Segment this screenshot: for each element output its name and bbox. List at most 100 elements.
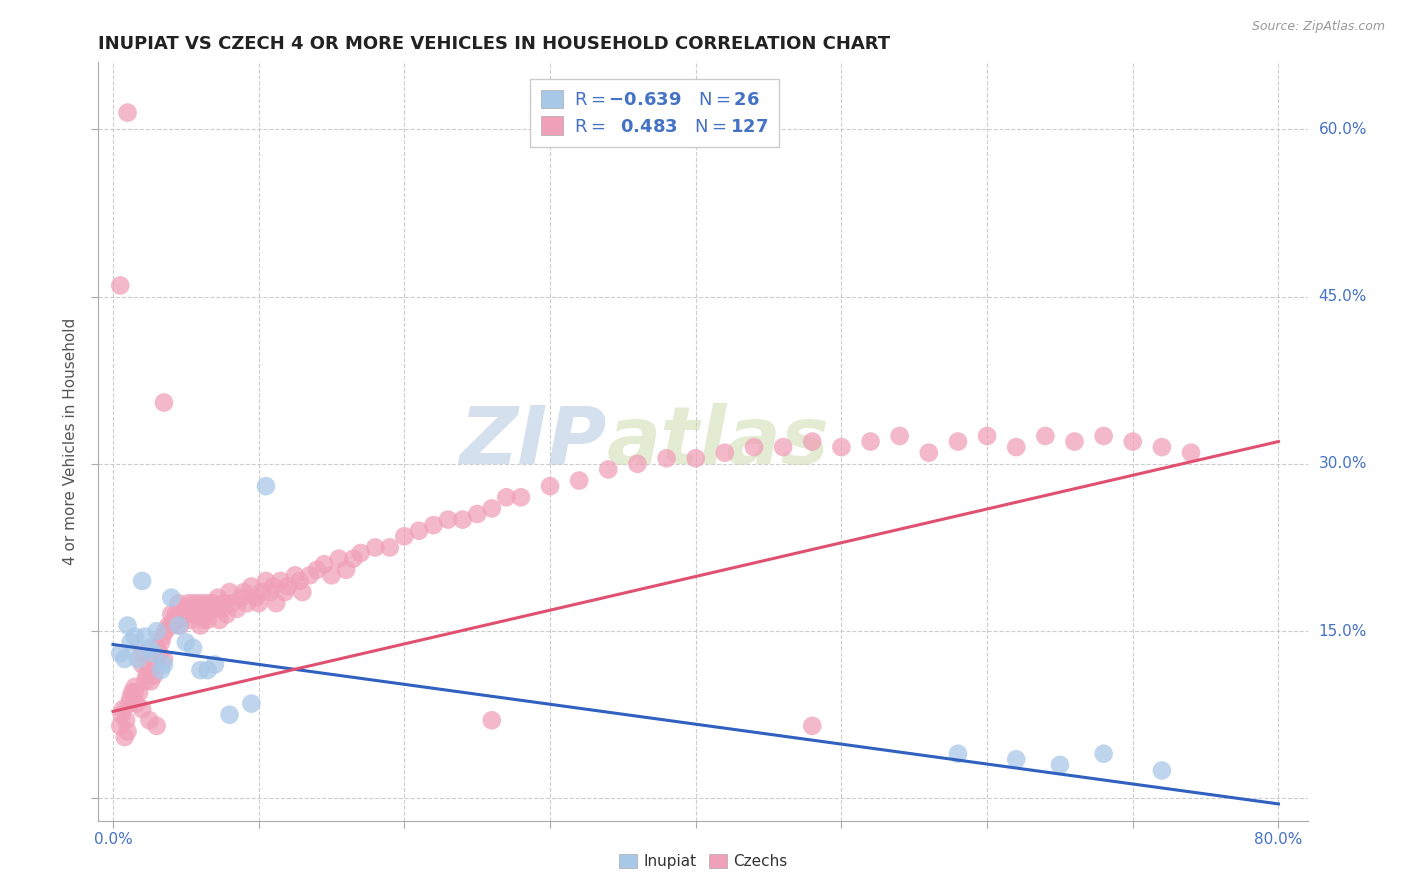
Point (240, 697, 263, 711)
Point (626, 457, 648, 471)
Point (1005, 440, 1028, 454)
Point (180, 602, 202, 616)
Point (211, 602, 233, 616)
Point (145, 624, 167, 639)
Point (193, 613, 215, 627)
Point (111, 707, 134, 722)
Point (342, 551, 364, 566)
Point (859, 434, 882, 449)
Point (150, 635, 173, 649)
Point (181, 640, 204, 655)
Point (378, 541, 401, 555)
Point (262, 580, 284, 594)
Point (117, 618, 139, 632)
Point (197, 663, 219, 677)
Point (451, 512, 474, 526)
Point (305, 563, 328, 577)
Point (117, 724, 139, 739)
Point (946, 434, 969, 449)
Point (321, 568, 343, 582)
Point (117, 105, 139, 120)
Point (194, 607, 217, 622)
Point (801, 434, 824, 449)
Point (204, 657, 226, 672)
Point (177, 596, 200, 610)
Point (946, 747, 969, 761)
Point (110, 646, 132, 660)
Point (976, 429, 998, 443)
Point (274, 585, 297, 599)
Point (118, 697, 141, 711)
Point (179, 613, 201, 627)
Point (364, 541, 387, 555)
Point (120, 635, 142, 649)
Point (190, 663, 212, 677)
Point (190, 596, 212, 610)
Point (124, 685, 146, 699)
Point (245, 591, 267, 605)
Point (145, 719, 167, 733)
Point (465, 507, 488, 521)
Point (742, 440, 765, 454)
Point (201, 596, 224, 610)
Legend: Inupiat, Czechs: Inupiat, Czechs (613, 848, 793, 875)
Point (1092, 747, 1115, 761)
Point (167, 596, 190, 610)
Point (598, 462, 620, 476)
Point (145, 640, 167, 655)
Point (121, 685, 143, 699)
Point (165, 607, 187, 622)
Point (335, 563, 357, 577)
Point (197, 613, 219, 627)
Point (138, 640, 160, 655)
Point (157, 618, 180, 632)
Point (225, 602, 247, 616)
Point (422, 518, 444, 533)
Point (495, 491, 517, 505)
Point (350, 546, 373, 560)
Point (1005, 752, 1028, 766)
Point (1092, 429, 1115, 443)
Point (259, 585, 281, 599)
Point (221, 596, 243, 610)
Point (163, 613, 186, 627)
Point (142, 646, 165, 660)
Point (231, 591, 253, 605)
Point (160, 618, 183, 632)
Text: 45.0%: 45.0% (1319, 289, 1367, 304)
Y-axis label: 4 or more Vehicles in Household: 4 or more Vehicles in Household (63, 318, 79, 566)
Point (190, 618, 212, 632)
Point (155, 624, 177, 639)
Point (298, 568, 321, 582)
Point (110, 278, 132, 293)
Point (112, 702, 135, 716)
Point (481, 714, 503, 728)
Point (153, 652, 176, 666)
Point (134, 674, 156, 689)
Point (481, 501, 503, 516)
Point (233, 585, 256, 599)
Point (128, 685, 150, 699)
Point (153, 395, 176, 409)
Point (115, 714, 138, 728)
Point (114, 730, 136, 744)
Point (207, 591, 229, 605)
Point (183, 596, 205, 610)
Point (135, 669, 157, 683)
Point (218, 585, 240, 599)
Point (114, 652, 136, 666)
Point (153, 657, 176, 672)
Point (174, 607, 197, 622)
Point (124, 680, 146, 694)
Point (437, 512, 460, 526)
Point (264, 596, 287, 610)
Point (124, 630, 146, 644)
Point (254, 479, 277, 493)
Point (394, 529, 416, 543)
Point (212, 596, 235, 610)
Point (131, 657, 153, 672)
Point (247, 596, 270, 610)
Point (284, 568, 307, 582)
Point (127, 652, 149, 666)
Point (328, 551, 350, 566)
